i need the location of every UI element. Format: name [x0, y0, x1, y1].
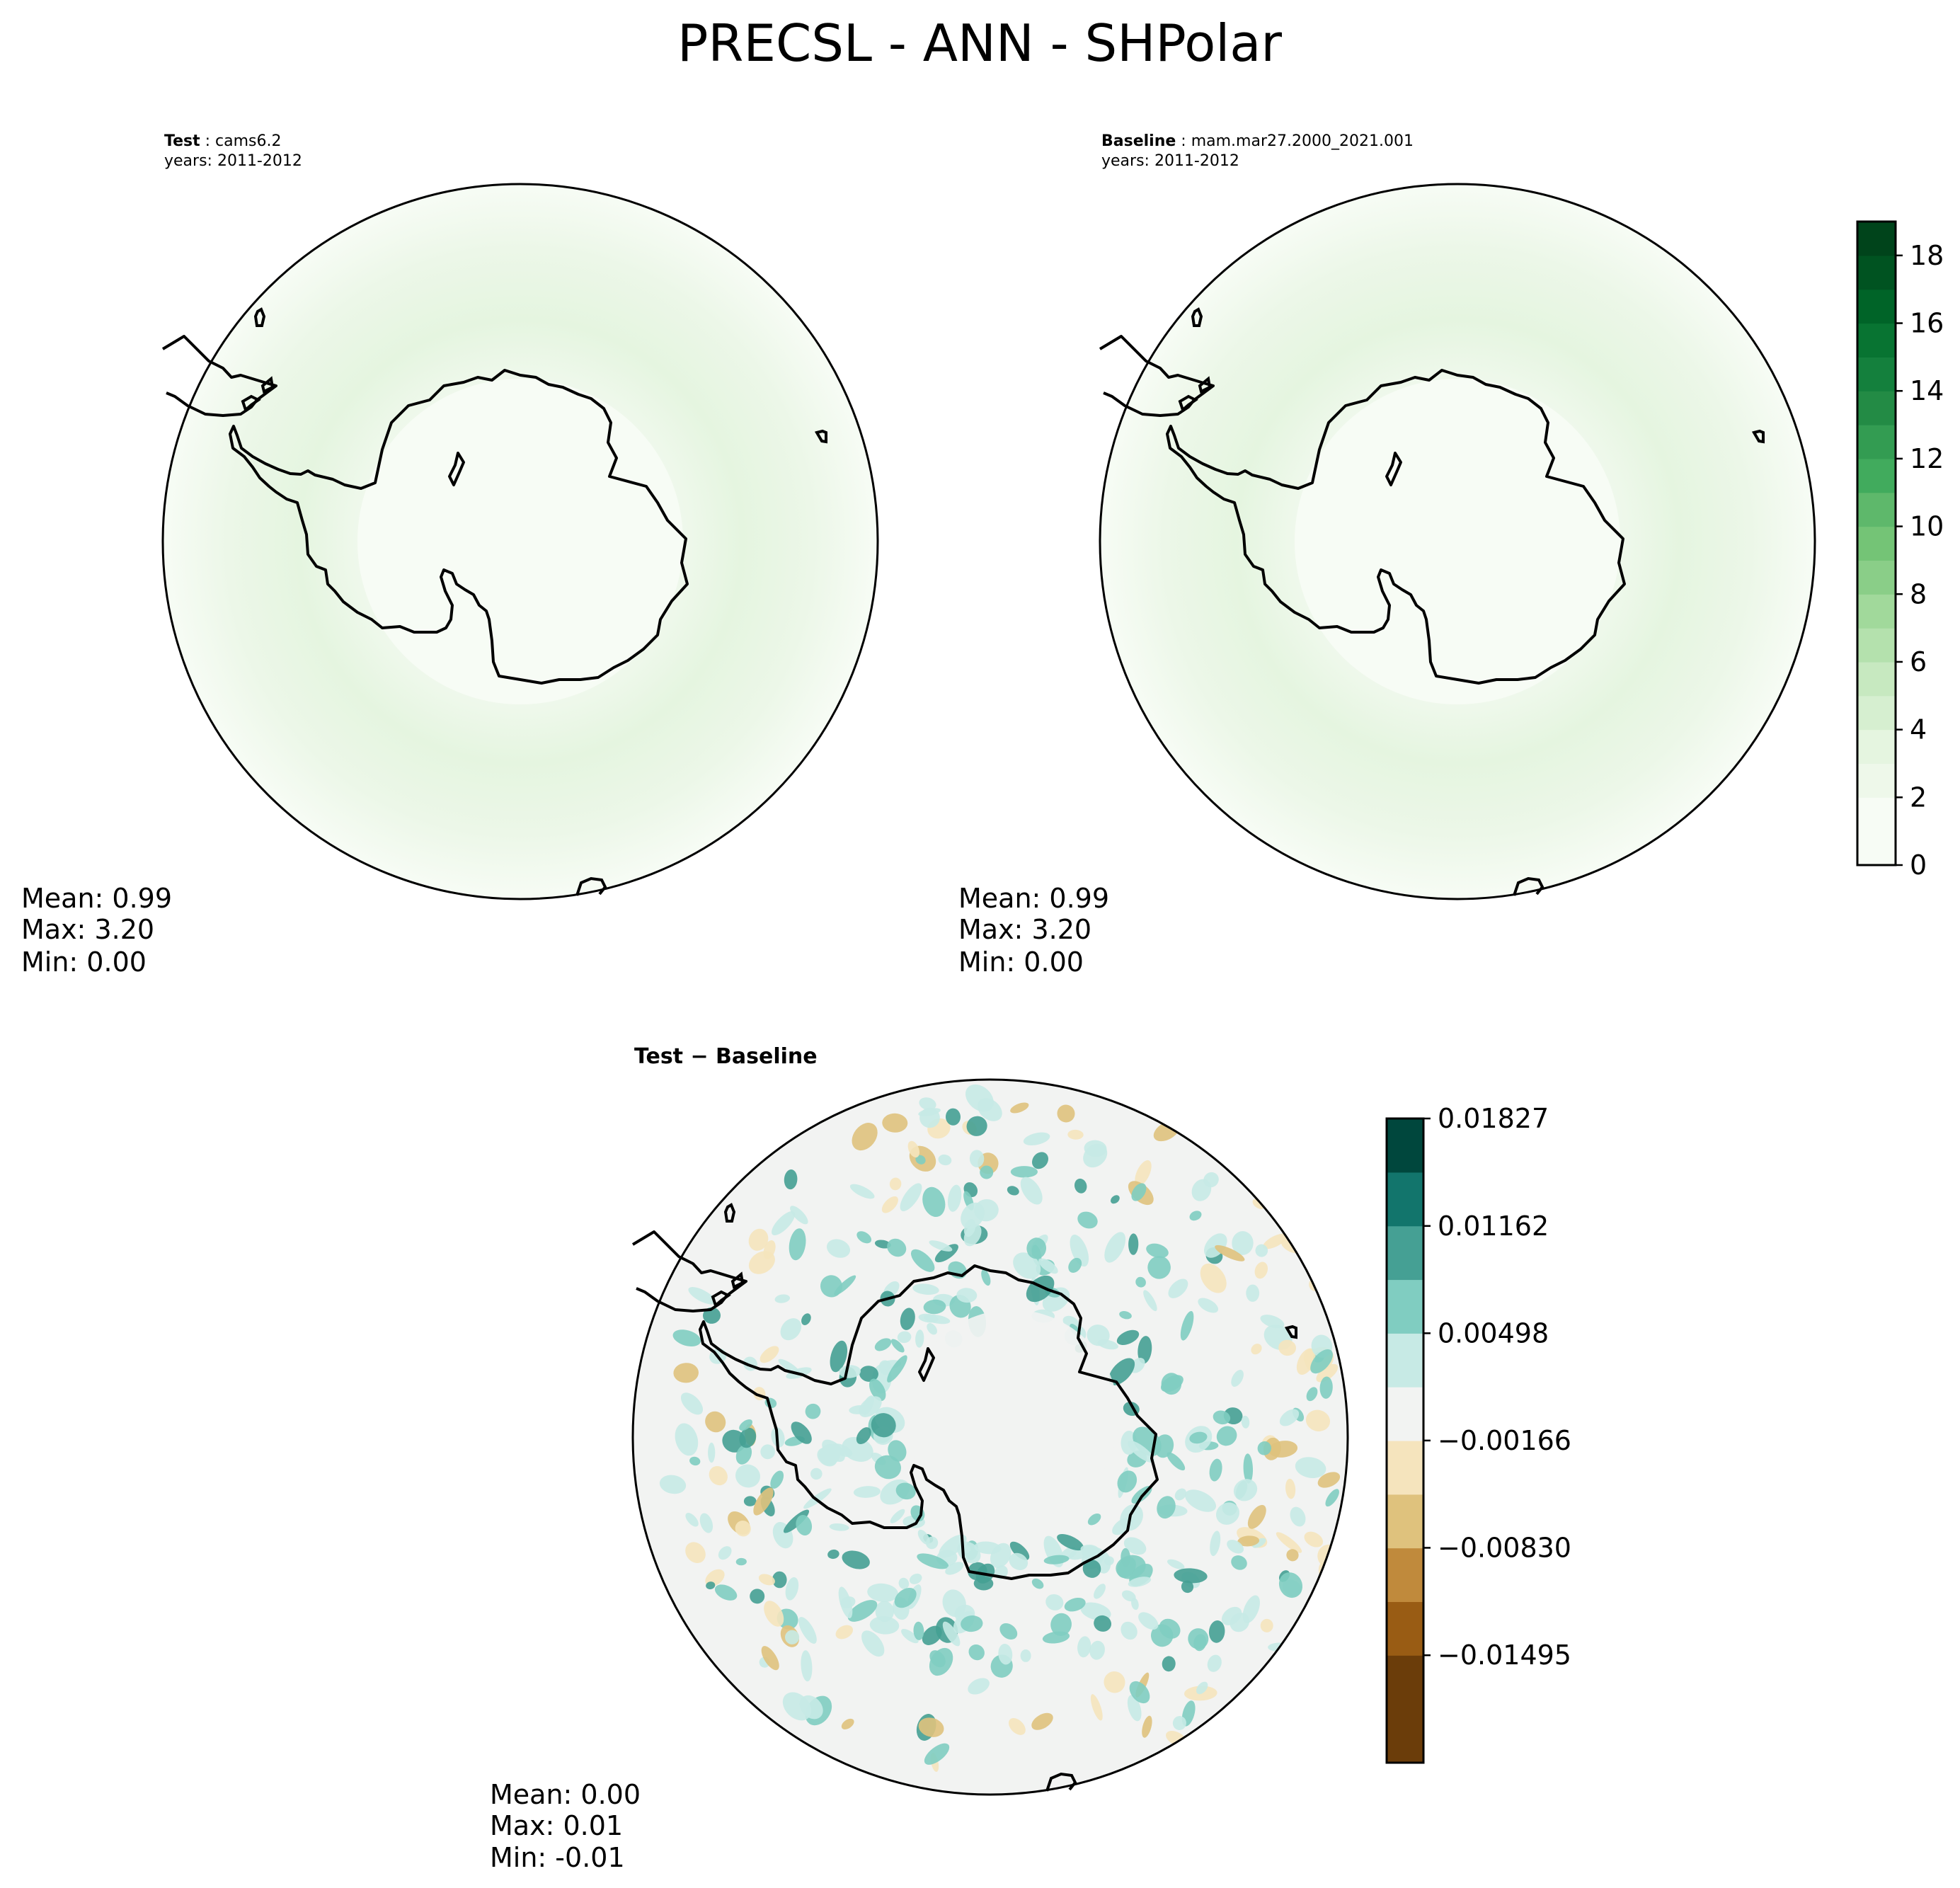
- difference-map-boundary: [631, 1078, 1349, 1796]
- diff-colorbar-level: [1387, 1601, 1423, 1656]
- colorbar-level: [1857, 594, 1896, 629]
- difference-panel: Test − Baseline Mean: 0.00 Max: 0.01 Min…: [490, 1044, 1349, 1873]
- diff-colorbar-tick-label: −0.01495: [1438, 1640, 1571, 1671]
- diff-colorbar-level: [1387, 1440, 1423, 1495]
- difference-map-field: [633, 1080, 1348, 1795]
- test-max: Max: 3.20: [21, 914, 154, 945]
- colorbar-level: [1857, 357, 1896, 391]
- test-map-field: [163, 184, 878, 899]
- diff-colorbar-level: [1387, 1547, 1423, 1602]
- colorbar-level: [1857, 831, 1896, 866]
- baseline-map-boundary: [1099, 183, 1816, 900]
- colorbar-level: [1857, 560, 1896, 595]
- colorbar-level: [1857, 391, 1896, 425]
- colorbar-level: [1857, 763, 1896, 798]
- baseline-label: Baseline: [1101, 132, 1176, 150]
- baseline-case-name: mam.mar27.2000_2021.001: [1191, 132, 1414, 150]
- colorbar-tick-label: 12: [1910, 443, 1944, 474]
- difference-mean: Mean: 0.00: [490, 1779, 641, 1810]
- baseline-max: Max: 3.20: [958, 914, 1091, 945]
- colorbar-level: [1857, 797, 1896, 832]
- colorbar-tick-label: 10: [1910, 511, 1944, 542]
- diff-colorbar-level: [1387, 1225, 1423, 1281]
- baseline-panel: Baseline : mam.mar27.2000_2021.001 years…: [958, 132, 1816, 978]
- colorbar-tick-label: 18: [1910, 240, 1944, 271]
- colorbar-tick-label: 6: [1910, 646, 1927, 677]
- test-years: years: 2011-2012: [164, 152, 302, 170]
- diff-colorbar-level: [1387, 1387, 1423, 1441]
- colorbar-tick-label: 14: [1910, 375, 1944, 406]
- colorbar-level: [1857, 289, 1896, 324]
- colorbar-level: [1857, 458, 1896, 493]
- diff-colorbar-tick-label: 0.01827: [1438, 1103, 1549, 1134]
- colorbar-tick-label: 2: [1910, 782, 1927, 813]
- difference-title: Test − Baseline: [634, 1044, 818, 1069]
- difference-min: Min: -0.01: [490, 1842, 625, 1873]
- colorbar-level: [1857, 729, 1896, 765]
- colorbar-level: [1857, 222, 1896, 256]
- test-header: Test : cams6.2: [164, 132, 282, 150]
- colorbar-frame: [1856, 220, 1897, 866]
- diff-colorbar-level: [1387, 1119, 1423, 1173]
- diff-colorbar-level: [1387, 1494, 1423, 1549]
- colorbar-level: [1857, 425, 1896, 459]
- colorbar-level: [1857, 526, 1896, 561]
- colorbar-level: [1857, 492, 1896, 527]
- colorbar-level: [1857, 255, 1896, 290]
- colorbar-level: [1857, 661, 1896, 697]
- colorbar-tick-label: 8: [1910, 578, 1927, 610]
- diff-colorbar-level: [1387, 1172, 1423, 1227]
- test-case-name: cams6.2: [215, 132, 281, 150]
- colorbar-level: [1857, 695, 1896, 731]
- test-panel: Test : cams6.2 years: 2011-2012 Mean: 0.…: [21, 132, 879, 978]
- test-map-boundary: [161, 183, 879, 900]
- diff-colorbar-tick-label: −0.00166: [1438, 1425, 1571, 1456]
- diff-colorbar-level: [1387, 1655, 1423, 1763]
- diff-colorbar-tick-label: −0.00830: [1438, 1532, 1571, 1563]
- precip-colorbar: 0 2 4 6 8 10 12 14 16 18: [1856, 220, 1944, 881]
- test-min: Min: 0.00: [21, 946, 147, 978]
- test-label: Test: [164, 132, 200, 150]
- colorbar-tick-label: 4: [1910, 714, 1927, 745]
- difference-max: Max: 0.01: [490, 1810, 623, 1841]
- colorbar-tick-label: 16: [1910, 308, 1944, 339]
- figure-title: PRECSL - ANN - SHPolar: [677, 13, 1282, 73]
- diff-colorbar-tick-label: 0.01162: [1438, 1211, 1549, 1242]
- difference-coastline: [631, 1203, 1297, 1792]
- baseline-header: Baseline : mam.mar27.2000_2021.001: [1101, 132, 1414, 150]
- colorbar-level: [1857, 628, 1896, 663]
- test-mean: Mean: 0.99: [21, 883, 172, 914]
- baseline-mean: Mean: 0.99: [958, 883, 1109, 914]
- baseline-years: years: 2011-2012: [1101, 152, 1239, 170]
- baseline-min: Min: 0.00: [958, 946, 1084, 978]
- baseline-coastline: [1099, 307, 1765, 896]
- test-coastline: [161, 307, 827, 896]
- diff-colorbar-level: [1387, 1333, 1423, 1388]
- diff-colorbar-tick-label: 0.00498: [1438, 1317, 1549, 1349]
- baseline-map-field: [1100, 184, 1815, 899]
- colorbar-tick-label: 0: [1910, 849, 1927, 881]
- difference-colorbar: −0.01495 −0.00830 −0.00166 0.00498 0.01162 0.…: [1385, 1103, 1571, 1764]
- diff-colorbar-level: [1387, 1279, 1423, 1334]
- colorbar-level: [1857, 323, 1896, 357]
